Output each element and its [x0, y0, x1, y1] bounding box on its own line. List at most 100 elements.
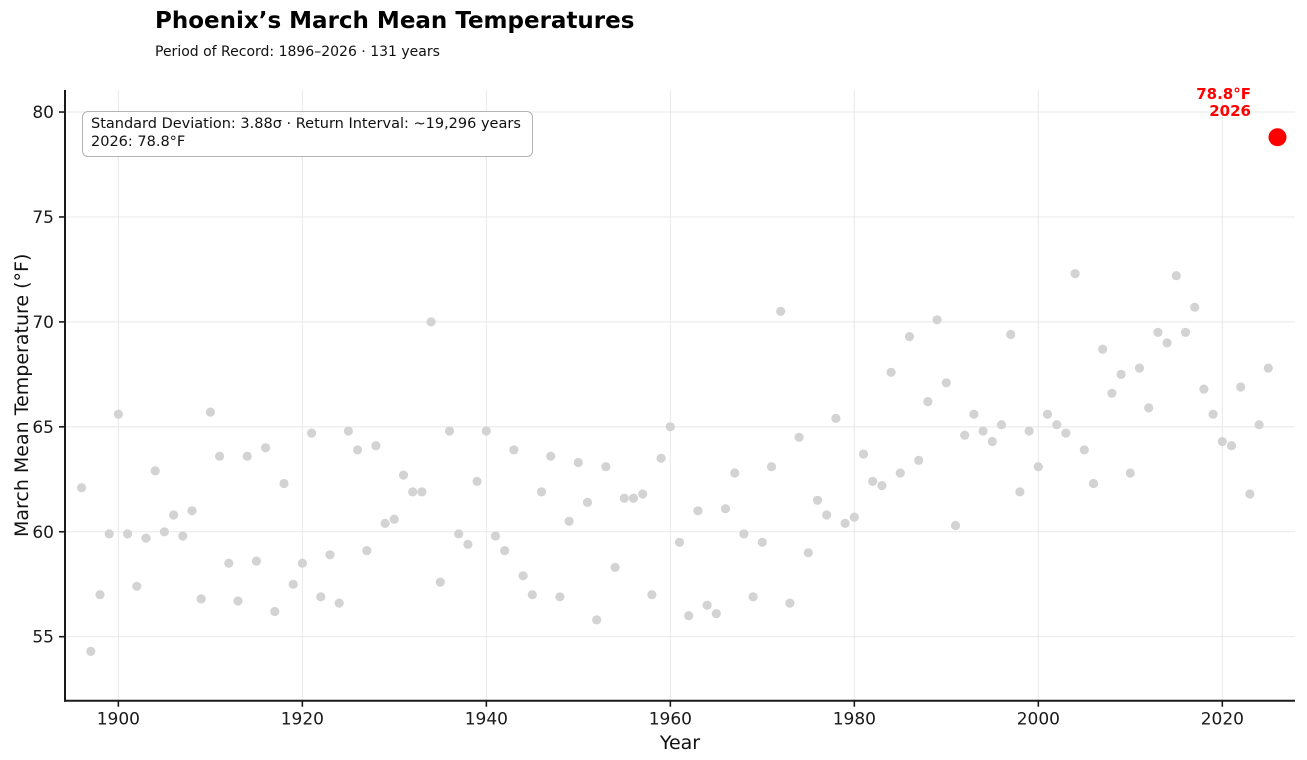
data-point — [978, 426, 988, 436]
data-point — [546, 451, 556, 461]
data-point — [389, 514, 399, 524]
data-point — [960, 430, 970, 440]
x-tick-label: 2020 — [1201, 710, 1244, 730]
data-point — [398, 470, 409, 480]
data-point — [766, 462, 777, 472]
data-point — [1024, 426, 1034, 436]
data-point — [536, 487, 547, 497]
data-point — [435, 577, 445, 587]
x-tick-label: 2000 — [1017, 710, 1060, 730]
data-point — [500, 546, 510, 556]
data-point — [1042, 409, 1053, 419]
data-point — [904, 332, 915, 342]
data-point — [1033, 462, 1043, 472]
data-point — [849, 512, 859, 522]
data-point — [858, 449, 869, 459]
data-point — [196, 594, 206, 604]
data-point — [123, 529, 133, 539]
y-tick-label: 70 — [32, 313, 54, 333]
data-point — [720, 504, 731, 514]
data-point — [1199, 384, 1209, 394]
data-point — [178, 531, 188, 541]
data-point — [969, 409, 979, 419]
x-axis-label: Year — [659, 732, 700, 754]
y-tick-label: 65 — [32, 418, 54, 438]
data-point — [169, 510, 179, 520]
data-point — [1171, 271, 1181, 281]
data-point — [693, 506, 703, 516]
data-point — [1134, 363, 1145, 373]
data-point — [288, 579, 298, 589]
data-point — [1098, 344, 1108, 354]
chart-title: Phoenix’s March Mean Temperatures — [155, 8, 635, 34]
data-point — [1079, 445, 1089, 455]
data-point — [490, 531, 501, 541]
data-point — [638, 489, 648, 499]
data-point — [150, 466, 160, 476]
data-point — [1125, 468, 1135, 478]
data-point — [463, 539, 473, 550]
data-point — [472, 476, 482, 486]
data-point — [518, 571, 528, 581]
data-point — [950, 520, 961, 531]
data-point — [1245, 489, 1255, 499]
x-tick-label: 1900 — [97, 710, 140, 730]
data-point — [215, 451, 225, 461]
data-point — [923, 397, 933, 407]
y-tick-label: 55 — [32, 628, 54, 648]
data-point — [1052, 420, 1062, 430]
data-point — [941, 378, 951, 388]
data-point — [803, 548, 813, 558]
x-tick-label: 1960 — [649, 710, 692, 730]
data-point — [868, 476, 878, 486]
data-point — [316, 592, 326, 602]
data-point — [481, 426, 491, 436]
highlight-point — [1268, 128, 1287, 147]
data-point — [739, 529, 749, 539]
data-point — [270, 606, 280, 617]
data-point — [509, 445, 519, 455]
data-point — [325, 550, 335, 560]
data-point — [840, 518, 850, 529]
data-point — [1088, 478, 1099, 489]
data-point — [187, 506, 197, 516]
x-tick-label: 1980 — [833, 710, 876, 730]
x-tick-label: 1940 — [465, 710, 508, 730]
data-point — [582, 497, 593, 507]
data-point — [159, 527, 169, 537]
data-point — [444, 426, 455, 436]
data-point — [1015, 487, 1025, 497]
data-point — [776, 306, 786, 316]
data-point — [353, 445, 363, 455]
data-point — [261, 443, 271, 453]
data-point — [665, 422, 675, 432]
data-point — [564, 516, 574, 526]
data-point — [647, 590, 657, 600]
data-point — [932, 315, 942, 325]
data-point — [1236, 382, 1246, 392]
data-point — [702, 600, 712, 610]
data-point — [1180, 327, 1191, 337]
data-point — [785, 598, 795, 608]
data-point — [417, 487, 427, 497]
data-point — [1263, 363, 1273, 373]
data-point — [1254, 420, 1264, 430]
data-point — [1162, 338, 1172, 348]
data-point — [555, 592, 565, 602]
data-point — [628, 493, 639, 503]
data-point — [877, 481, 887, 491]
data-point — [362, 546, 372, 556]
data-point — [1061, 428, 1071, 438]
highlight-point-label: 78.8°F 2026 — [1196, 86, 1251, 120]
y-axis-label: March Mean Temperature (°F) — [11, 254, 33, 537]
data-point — [297, 558, 307, 568]
stats-annotation-box: Standard Deviation: 3.88σ · Return Inter… — [82, 111, 533, 157]
data-point — [371, 441, 381, 451]
data-point — [610, 562, 620, 573]
data-point — [279, 478, 289, 489]
data-point — [1116, 369, 1126, 379]
data-point — [113, 409, 123, 419]
data-point — [895, 468, 905, 478]
data-point — [1144, 403, 1154, 413]
